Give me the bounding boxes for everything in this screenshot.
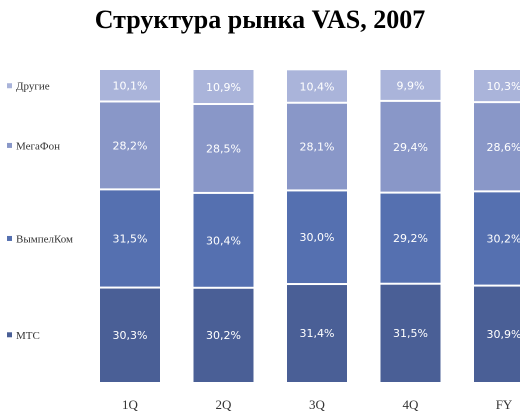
bar-segment-МегаФон-FY (474, 103, 520, 191)
bar-segment-МегаФон-4Q (380, 101, 441, 192)
data-label-МегаФон-FY: 28,6% (487, 141, 520, 154)
bar-segment-ВымпелКом-2Q (193, 193, 254, 287)
bar-segment-ВымпелКом-3Q (287, 191, 347, 284)
data-labels: 30,3% 31,5% 28,2% 10,1% 30,2% 30,4% 28,5% 10,9%… (113, 79, 520, 341)
data-label-Другие-2Q: 10,9% (206, 81, 241, 94)
x-tick-2Q: 2Q (216, 397, 233, 412)
bar-segment-МТС-1Q (100, 288, 160, 382)
bars (100, 70, 520, 382)
x-tick-FY: FY (496, 397, 513, 412)
data-label-МТС-FY: 30,9% (487, 328, 520, 341)
legend-label-МегаФон: МегаФон (16, 140, 60, 152)
legend: МТС ВымпелКом МегаФон Другие (7, 81, 73, 342)
data-label-МегаФон-4Q: 29,4% (393, 141, 428, 154)
bar-segment-ВымпелКом-1Q (100, 190, 160, 287)
legend-label-МТС: МТС (16, 330, 40, 342)
legend-label-Другие: Другие (16, 81, 50, 93)
bar-segment-МТС-2Q (193, 288, 254, 382)
data-label-ВымпелКом-4Q: 29,2% (393, 232, 428, 245)
bar-segment-Другие-2Q (193, 70, 254, 104)
data-label-ВымпелКом-3Q: 30,0% (300, 231, 335, 244)
data-label-Другие-FY: 10,3% (487, 80, 520, 93)
data-label-ВымпелКом-1Q: 31,5% (113, 232, 148, 245)
bar-segment-Другие-3Q (287, 70, 347, 102)
x-tick-1Q: 1Q (122, 397, 139, 412)
bar-segment-ВымпелКом-FY (474, 192, 520, 285)
chart-title: Структура рынка VAS, 2007 (94, 5, 426, 34)
data-label-Другие-4Q: 9,9% (397, 79, 425, 92)
bar-segment-Другие-4Q (380, 70, 441, 100)
data-label-МТС-3Q: 31,4% (300, 327, 335, 340)
data-label-МТС-4Q: 31,5% (393, 327, 428, 340)
bar-segment-МегаФон-2Q (193, 105, 254, 192)
data-label-МегаФон-3Q: 28,1% (300, 141, 335, 154)
bar-segment-МТС-4Q (380, 284, 441, 382)
bar-segment-Другие-1Q (100, 70, 160, 101)
data-label-МегаФон-1Q: 28,2% (113, 139, 148, 152)
bar-segment-МегаФон-1Q (100, 102, 160, 189)
bar-segment-Другие-FY (474, 70, 520, 102)
bar-segment-МегаФон-3Q (287, 103, 347, 190)
legend-swatch-МТС (7, 332, 12, 338)
x-tick-4Q: 4Q (403, 397, 420, 412)
legend-swatch-Другие (7, 83, 12, 89)
x-axis: 1Q 2Q 3Q 4Q FY (122, 397, 513, 412)
bar-segment-МТС-3Q (287, 285, 347, 382)
bar-segment-ВымпелКом-4Q (380, 193, 441, 283)
data-label-МТС-1Q: 30,3% (113, 329, 148, 342)
data-label-МТС-2Q: 30,2% (206, 329, 241, 342)
data-label-ВымпелКом-2Q: 30,4% (206, 234, 241, 247)
legend-label-ВымпелКом: ВымпелКом (16, 233, 73, 245)
data-label-Другие-1Q: 10,1% (113, 80, 148, 93)
data-label-ВымпелКом-FY: 30,2% (487, 232, 520, 245)
data-label-Другие-3Q: 10,4% (300, 81, 335, 94)
legend-swatch-МегаФон (7, 142, 12, 148)
x-tick-3Q: 3Q (309, 397, 326, 412)
bar-segment-МТС-FY (474, 286, 520, 382)
data-label-МегаФон-2Q: 28,5% (206, 142, 241, 155)
legend-swatch-ВымпелКом (7, 235, 12, 241)
